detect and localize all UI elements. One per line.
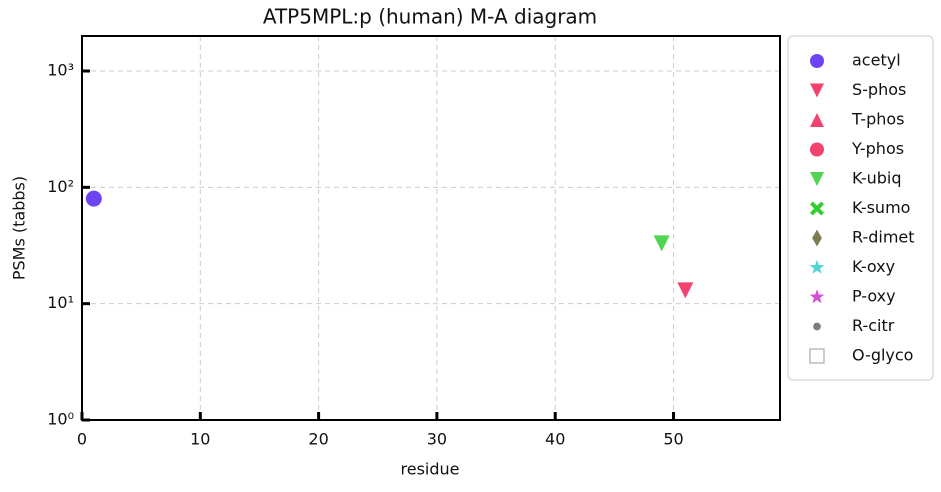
x-tick-label: 20 (308, 430, 328, 449)
legend-label: K-sumo (852, 198, 910, 217)
legend-marker (813, 322, 821, 331)
data-point (85, 190, 102, 207)
legend-marker (809, 289, 825, 304)
legend-label: K-oxy (852, 257, 895, 276)
x-tick-label: 50 (663, 430, 683, 449)
legend-marker (809, 259, 825, 274)
y-tick-label: 10¹ (47, 293, 74, 312)
x-tick-label: 10 (190, 430, 210, 449)
legend-label: S-phos (852, 80, 906, 99)
y-axis-label: PSMs (tabbs) (10, 176, 29, 280)
x-tick-label: 40 (545, 430, 565, 449)
legend-box (787, 35, 934, 381)
legend-label: O-glyco (852, 346, 913, 365)
y-tick-label: 10³ (47, 61, 74, 80)
legend-label: R-citr (852, 316, 895, 335)
legend-label: Y-phos (851, 139, 904, 158)
legend-label: P-oxy (852, 287, 896, 306)
legend-marker (810, 54, 824, 68)
data-point (677, 282, 694, 299)
legend-marker (809, 201, 825, 216)
legend-marker (810, 83, 824, 98)
legend-marker (809, 348, 825, 364)
x-tick-label: 0 (77, 430, 87, 449)
data-point (653, 235, 670, 252)
legend-label: T-phos (851, 110, 905, 129)
y-tick-label: 10⁰ (47, 410, 74, 429)
legend-marker (810, 113, 824, 127)
x-tick-label: 30 (427, 430, 447, 449)
legend-marker (810, 172, 824, 186)
legend-marker (810, 142, 824, 157)
y-tick-label: 10² (47, 177, 74, 196)
legend-marker (812, 229, 822, 247)
x-axis-label: residue (401, 460, 460, 479)
legend-label: K-ubiq (852, 169, 901, 188)
chart-title: ATP5MPL:p (human) M-A diagram (263, 5, 597, 29)
legend-label: R-dimet (852, 228, 915, 247)
plot-frame (81, 35, 781, 421)
legend-label: acetyl (852, 51, 901, 70)
